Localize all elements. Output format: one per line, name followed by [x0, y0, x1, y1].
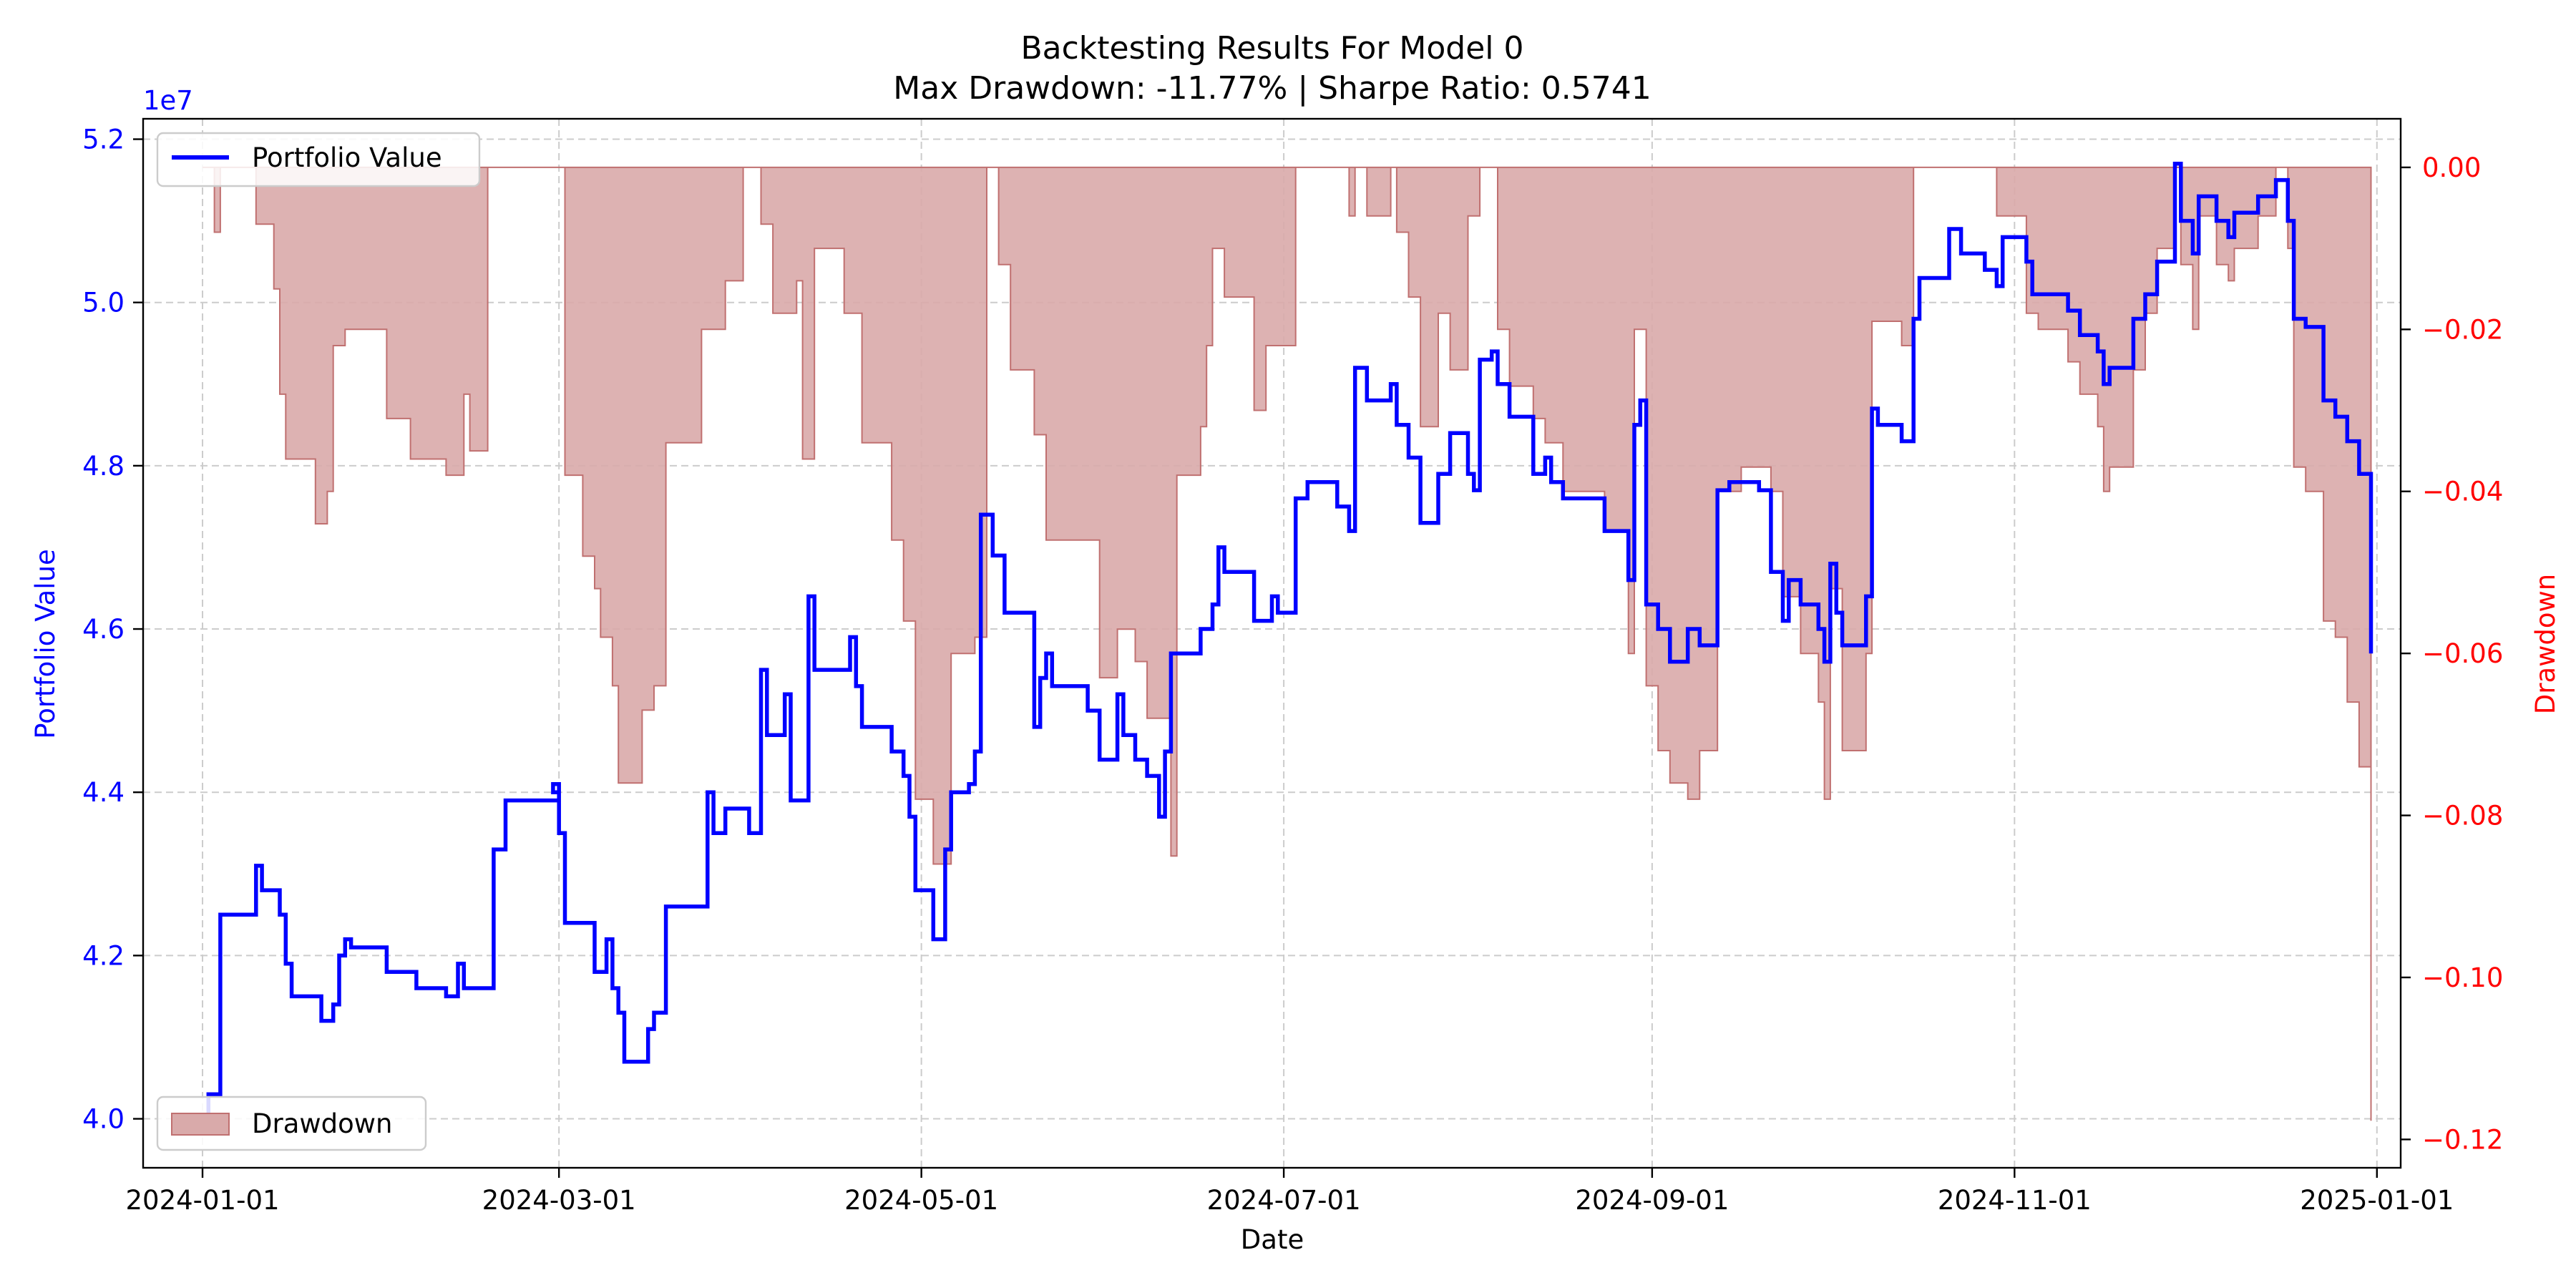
right-tick-label: −0.08 [2422, 801, 2503, 831]
legend-drawdown-label: Drawdown [252, 1108, 392, 1139]
x-axis: 2024-01-01 2024-03-01 2024-05-01 2024-07-01… [126, 1168, 2454, 1216]
left-axis-label: Portfolio Value [30, 549, 61, 739]
left-tick-label: 5.0 [82, 288, 125, 318]
x-axis-label: Date [1241, 1224, 1304, 1255]
plot-frame [142, 117, 2402, 1169]
chart-title-line-2: Max Drawdown: -11.77% | Sharpe Ratio: 0.… [893, 70, 1651, 107]
x-tick-label: 2024-11-01 [1938, 1185, 2092, 1216]
left-tick-label: 4.4 [82, 777, 125, 808]
x-tick-label: 2024-07-01 [1207, 1185, 1361, 1216]
legend-portfolio-label: Portfolio Value [252, 142, 442, 173]
x-tick-label: 2024-01-01 [126, 1185, 280, 1216]
right-tick-label: 0.00 [2422, 152, 2481, 183]
x-tick-label: 2025-01-01 [2300, 1185, 2454, 1216]
chart-title-line-1: Backtesting Results For Model 0 [1020, 30, 1523, 67]
right-tick-label: −0.06 [2422, 638, 2503, 669]
right-tick-label: −0.12 [2422, 1124, 2503, 1155]
legend-portfolio: Portfolio Value [156, 132, 481, 187]
right-tick-label: −0.02 [2422, 314, 2503, 345]
left-axis-offset-label: 1e7 [143, 85, 193, 116]
drawdown-area-layer [203, 166, 2372, 1121]
portfolio-value-line [203, 161, 2373, 1121]
left-tick-label: 4.2 [82, 940, 125, 971]
left-tick-label: 4.0 [82, 1104, 125, 1135]
left-tick-label: 4.8 [82, 451, 125, 482]
legend-portfolio-box [156, 132, 481, 187]
x-tick-label: 2024-09-01 [1575, 1185, 1729, 1216]
right-tick-label: −0.04 [2422, 477, 2503, 507]
left-tick-label: 4.6 [82, 614, 125, 645]
legend-drawdown: Drawdown [156, 1096, 427, 1151]
legend-drawdown-swatch [171, 1113, 230, 1136]
x-tick-label: 2024-03-01 [482, 1185, 636, 1216]
right-tick-label: −0.10 [2422, 962, 2503, 993]
right-y-axis: 0.00 −0.02 −0.04 −0.06 −0.08 −0.10 −0.12 [2401, 152, 2503, 1155]
right-axis-label: Drawdown [2530, 574, 2561, 714]
x-tick-label: 2024-05-01 [844, 1185, 998, 1216]
left-tick-label: 5.2 [82, 125, 125, 155]
legend-drawdown-box [156, 1096, 427, 1151]
left-y-axis: 4.0 4.2 4.4 4.6 4.8 5.0 5.2 [82, 125, 143, 1135]
portfolio-line-layer [203, 161, 2373, 1121]
drawdown-area [203, 166, 2372, 1121]
